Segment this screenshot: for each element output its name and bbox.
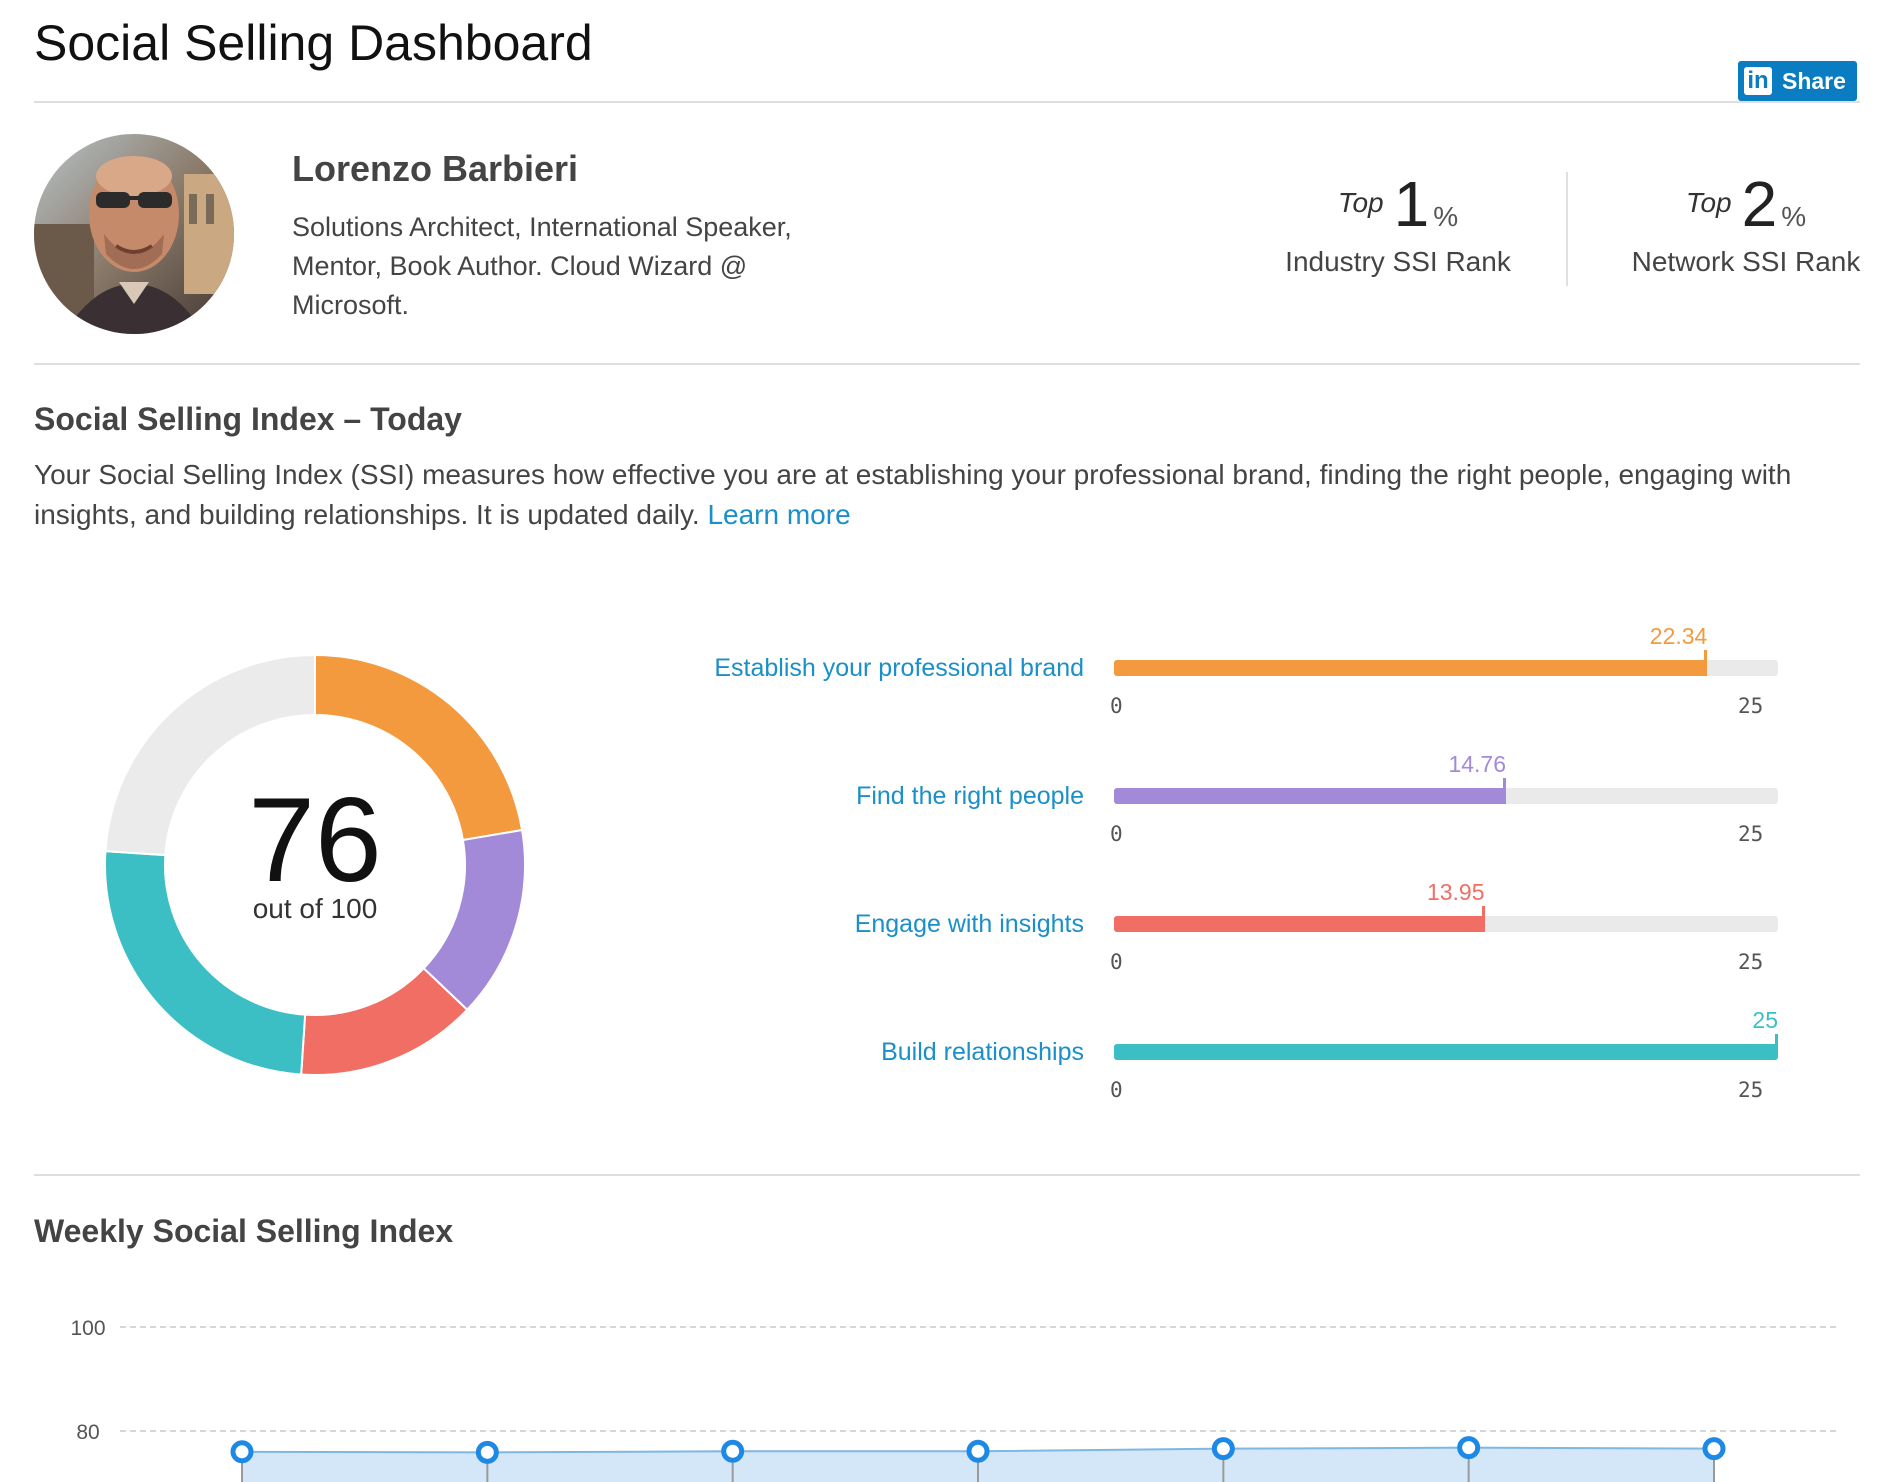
- profile-name: Lorenzo Barbieri: [292, 148, 579, 189]
- ssi-divider: [34, 1174, 1860, 1176]
- bar-label[interactable]: Establish your professional brand: [714, 654, 1084, 682]
- profile-headline: Solutions Architect, International Speak…: [292, 212, 792, 320]
- rank-value: 2: [1741, 168, 1778, 240]
- bar-value-label: 14.76: [1448, 751, 1507, 777]
- bar-marker: [1503, 778, 1507, 796]
- axis-tick-max: 25: [1738, 1078, 1764, 1102]
- learn-more-link[interactable]: Learn more: [707, 499, 851, 530]
- rank-top-word: Top: [1685, 187, 1732, 218]
- axis-tick-min: 0: [1110, 950, 1123, 974]
- rank-unit: %: [1433, 201, 1459, 232]
- ssi-donut-chart: [104, 653, 526, 1076]
- bar-fill: [1114, 916, 1485, 932]
- ssi-score-subtitle: out of 100: [252, 893, 378, 924]
- data-point[interactable]: [1211, 1437, 1235, 1461]
- linkedin-icon: in: [1744, 67, 1772, 95]
- ssi-today-title: Social Selling Index – Today: [34, 401, 462, 437]
- profile-photo-icon: [34, 134, 234, 334]
- weekly-ssi-chart: 100 80: [70, 1317, 1840, 1482]
- y-tick-label: 80: [76, 1421, 99, 1444]
- data-point[interactable]: [1457, 1436, 1481, 1460]
- rank-top-word: Top: [1337, 187, 1384, 218]
- data-point[interactable]: [230, 1440, 254, 1464]
- bar-label[interactable]: Engage with insights: [854, 910, 1084, 938]
- weekly-ssi-title: Weekly Social Selling Index: [34, 1213, 454, 1249]
- bar-label[interactable]: Find the right people: [856, 782, 1084, 810]
- ssi-score: 76: [248, 773, 382, 907]
- rank-label: Network SSI Rank: [1631, 246, 1861, 277]
- rank-divider: [1566, 172, 1568, 286]
- axis-tick-max: 25: [1738, 694, 1764, 718]
- bar-marker: [1481, 906, 1485, 924]
- bar-value-label: 22.34: [1649, 623, 1708, 649]
- rank-unit: %: [1781, 201, 1807, 232]
- bar-marker: [1775, 1034, 1778, 1052]
- bar-value-label: 13.95: [1426, 879, 1485, 905]
- bar-fill: [1114, 1044, 1778, 1060]
- bar-fill: [1114, 660, 1708, 676]
- page-title: Social Selling Dashboard: [34, 15, 593, 71]
- data-point[interactable]: [966, 1439, 990, 1463]
- y-tick-label: 100: [70, 1317, 105, 1340]
- data-point[interactable]: [475, 1440, 499, 1464]
- axis-tick-min: 0: [1110, 694, 1123, 718]
- ssi-description-text: Your Social Selling Index (SSI) measures…: [34, 459, 1792, 530]
- axis-tick-max: 25: [1738, 822, 1764, 846]
- avatar: [34, 134, 234, 334]
- profile-divider: [34, 363, 1860, 365]
- bar-fill: [1114, 788, 1507, 804]
- axis-tick-max: 25: [1738, 950, 1764, 974]
- network-rank: Top 2 % Network SSI Rank: [1616, 172, 1876, 278]
- donut-remainder: [104, 653, 316, 857]
- axis-tick-min: 0: [1110, 1078, 1123, 1102]
- rank-value: 1: [1393, 168, 1430, 240]
- header-divider: [34, 101, 1860, 103]
- rank-label: Industry SSI Rank: [1285, 246, 1511, 277]
- ssi-description: Your Social Selling Index (SSI) measures…: [34, 455, 1860, 535]
- data-point[interactable]: [721, 1439, 745, 1463]
- axis-tick-min: 0: [1110, 822, 1123, 846]
- bar-label[interactable]: Build relationships: [881, 1038, 1084, 1066]
- bar-marker: [1704, 650, 1708, 668]
- linkedin-share-button[interactable]: in Share: [1738, 61, 1857, 101]
- bar-value-label: 25: [1752, 1007, 1778, 1033]
- data-point[interactable]: [1702, 1437, 1726, 1461]
- industry-rank: Top 1 % Industry SSI Rank: [1268, 172, 1528, 278]
- share-label: Share: [1782, 67, 1846, 94]
